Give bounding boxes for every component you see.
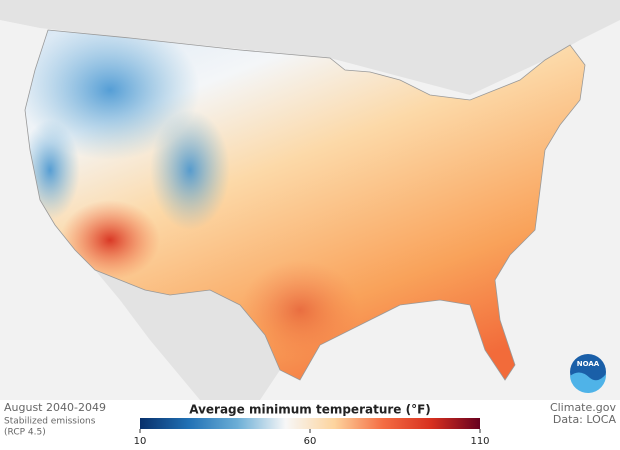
cool-region [25,30,200,160]
legend-title: Average minimum temperature (°F) [189,403,431,417]
data-source: Data: LOCA [553,413,617,426]
scenario: Stabilized emissions [4,417,96,427]
noaa-logo: NOAA [570,354,607,394]
scenario-detail: (RCP 4.5) [4,428,46,438]
source: Climate.gov [550,401,617,414]
cool-region [150,110,230,230]
colorbar [140,418,480,429]
period: August 2040-2049 [4,401,106,414]
hot-region [240,260,360,360]
colorbar-tick-label: 110 [470,436,489,447]
canada [0,0,620,95]
colorbar-tick-label: 10 [134,436,147,447]
colorbar-tick-label: 60 [304,436,317,447]
logo-text: NOAA [577,360,600,368]
logo-wave [570,372,607,394]
mexico [95,270,280,400]
